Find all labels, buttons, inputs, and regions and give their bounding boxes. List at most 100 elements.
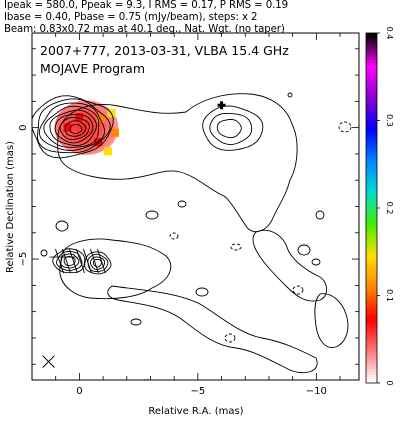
colorbar-segment — [366, 219, 377, 224]
colorbar-segment — [366, 190, 377, 195]
colorbar-segment — [366, 70, 377, 75]
colorbar-segment — [366, 342, 377, 346]
colorbar-segment — [366, 310, 377, 314]
colorbar-segment — [366, 327, 377, 332]
colorbar-segment — [366, 374, 377, 378]
colorbar-segment — [366, 240, 377, 244]
plot-frame — [31, 32, 360, 381]
hatch-line — [97, 248, 106, 274]
colorbar-segment — [366, 333, 377, 337]
colorbar-segment — [366, 260, 377, 265]
x-axis-label: Relative R.A. (mas) — [148, 406, 243, 417]
colorbar-segment — [366, 307, 377, 311]
colorbar-segment — [366, 348, 377, 352]
colorbar-segment — [366, 100, 377, 104]
colorbar-tick-label: 0 — [385, 380, 394, 385]
colorbar-segment — [366, 38, 377, 43]
colorbar-segment — [366, 94, 377, 98]
noise-contour — [230, 243, 242, 251]
colorbar-segment — [366, 283, 377, 288]
colorbar-segment — [366, 245, 377, 250]
colorbar-segment — [366, 225, 377, 230]
hatch-line — [76, 248, 85, 274]
diffuse-contour — [252, 229, 327, 302]
colorbar-segment — [366, 208, 377, 212]
colorbar-segment — [366, 175, 377, 180]
noise-contour — [195, 287, 209, 297]
colorbar-segment — [366, 380, 377, 384]
colorbar-segment — [366, 193, 377, 197]
colorbar-segment — [366, 44, 377, 49]
colorbar-segment — [366, 210, 377, 215]
colorbar-segment — [366, 65, 377, 69]
header-line-base: Ibase = 0.40, Pbase = 0.75 (mJy/beam), s… — [4, 12, 258, 23]
colorbar-segment — [366, 97, 377, 101]
colorbar-segment — [366, 199, 377, 203]
colorbar-segment — [366, 336, 377, 340]
colorbar-segment — [366, 237, 377, 241]
jet-contour — [202, 105, 264, 151]
colorbar-segment — [366, 85, 377, 90]
colorbar-segment — [366, 350, 377, 355]
colorbar-segment — [366, 318, 377, 323]
hatch-line — [69, 248, 78, 274]
lower-contour — [93, 258, 102, 268]
beam-ellipse — [42, 355, 55, 368]
noise-contour — [145, 210, 159, 220]
colorbar-segment — [366, 59, 377, 63]
core-contour — [64, 120, 87, 137]
colorbar-segment — [366, 353, 377, 358]
colorbar-segment — [366, 289, 377, 294]
core-contour — [43, 105, 100, 148]
colorbar-segment — [366, 138, 377, 142]
polarization-pixel — [110, 128, 119, 137]
lower-contour — [60, 253, 80, 269]
colorbar-segment — [366, 181, 377, 186]
colorbar-segment — [366, 315, 377, 320]
envelope-contour — [57, 93, 298, 233]
hatch-line — [55, 248, 64, 274]
colorbar-segment — [366, 178, 377, 183]
x-tick-label: −10 — [306, 386, 327, 397]
colorbar-segment — [366, 234, 377, 238]
lower-contour — [90, 256, 105, 270]
chart-subtitle: MOJAVE Program — [40, 61, 145, 76]
header-line-beam: Beam: 0.83x0.72 mas at 40.1 deg., Nat. W… — [4, 24, 285, 35]
colorbar-segment — [366, 50, 377, 55]
noise-contour — [40, 249, 48, 257]
colorbar-segment — [366, 149, 377, 154]
colorbar-segment — [366, 263, 377, 267]
noise-contour — [297, 244, 311, 256]
colorbar-segment — [366, 298, 377, 302]
polarization-pixel — [103, 147, 112, 156]
colorbar-segment — [366, 359, 377, 364]
colorbar-segment — [366, 158, 377, 162]
colorbar-segment — [366, 278, 377, 282]
core-contour — [38, 102, 106, 151]
colorbar-segment — [366, 103, 377, 107]
colorbar-segment — [366, 164, 377, 168]
colorbar-tick-label: 0.2 — [385, 202, 394, 215]
colorbar-segment — [366, 123, 377, 127]
polarization-pixel — [63, 123, 72, 132]
colorbar-segment — [366, 111, 377, 116]
colorbar-segment — [366, 33, 377, 37]
colorbar: 0 0.1 0.2 0.3 0.4 — [365, 27, 394, 386]
colorbar-segment — [366, 213, 377, 218]
x-tick-label: 0 — [76, 386, 82, 397]
colorbar-segment — [366, 368, 377, 372]
core-contour — [49, 109, 97, 146]
colorbar-segment — [366, 35, 377, 40]
hatch-line — [83, 248, 92, 274]
colorbar-segment — [366, 362, 377, 367]
colorbar-segment — [366, 152, 377, 157]
x-tick-label: −5 — [190, 386, 205, 397]
colorbar-segment — [366, 292, 377, 297]
core-contour — [54, 114, 94, 144]
core-contour — [59, 117, 90, 140]
noise-contour — [338, 121, 352, 133]
colorbar-segment — [366, 196, 377, 200]
colorbar-segment — [366, 222, 377, 227]
colorbar-segment — [366, 345, 377, 349]
colorbar-segment — [366, 140, 377, 145]
